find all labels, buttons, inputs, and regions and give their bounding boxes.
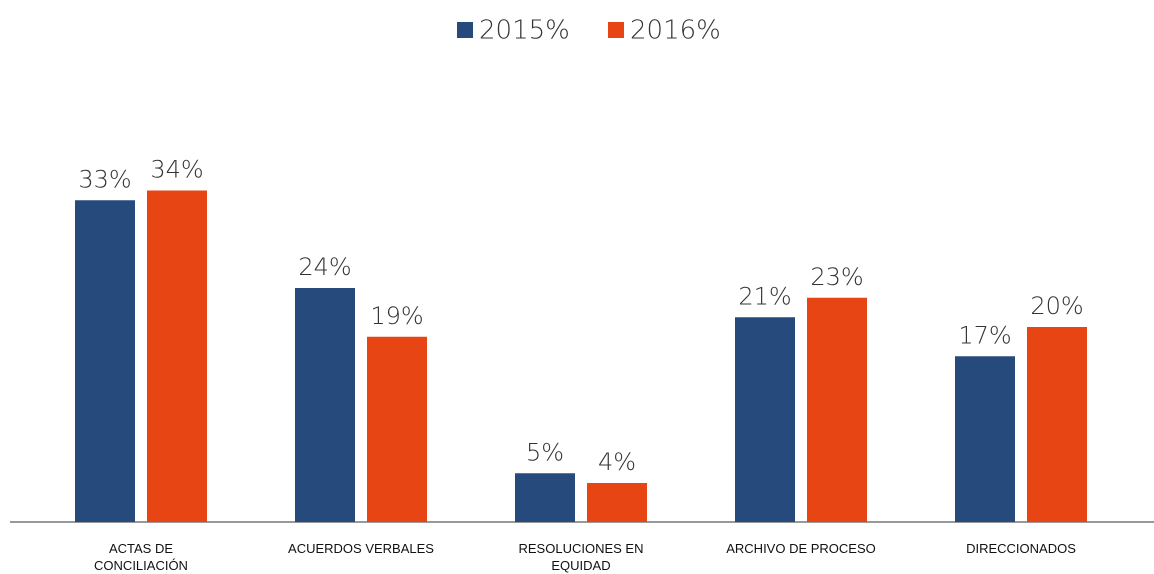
x-tick-label: ACUERDOS VERBALES xyxy=(288,541,434,556)
legend-swatch xyxy=(608,22,624,38)
bar xyxy=(147,190,207,522)
value-label: 23% xyxy=(810,263,863,291)
x-tick-label: DIRECCIONADOS xyxy=(966,541,1076,556)
bar xyxy=(75,200,135,522)
x-tick-label: ARCHIVO DE PROCESO xyxy=(726,541,876,556)
value-label: 33% xyxy=(78,165,131,193)
bar xyxy=(1027,327,1087,522)
value-label: 21% xyxy=(738,282,791,310)
value-label: 5% xyxy=(526,438,564,466)
value-label: 17% xyxy=(958,321,1011,349)
bar xyxy=(587,483,647,522)
bar xyxy=(807,297,867,522)
value-label: 24% xyxy=(298,253,351,281)
x-tick-label: RESOLUCIONES EN EQUIDAD xyxy=(518,541,644,573)
bar xyxy=(367,336,427,522)
bar xyxy=(735,317,795,522)
bar xyxy=(515,473,575,522)
legend-swatch xyxy=(457,22,473,38)
bar xyxy=(295,288,355,522)
legend-label: 2016% xyxy=(630,16,721,46)
legend-label: 2015% xyxy=(479,16,570,46)
bar xyxy=(955,356,1015,522)
value-label: 20% xyxy=(1030,292,1083,320)
value-label: 34% xyxy=(150,156,203,184)
value-label: 19% xyxy=(370,302,423,330)
value-label: 4% xyxy=(598,448,636,476)
x-tick-label: ACTAS DE CONCILIACIÓN xyxy=(94,541,188,573)
